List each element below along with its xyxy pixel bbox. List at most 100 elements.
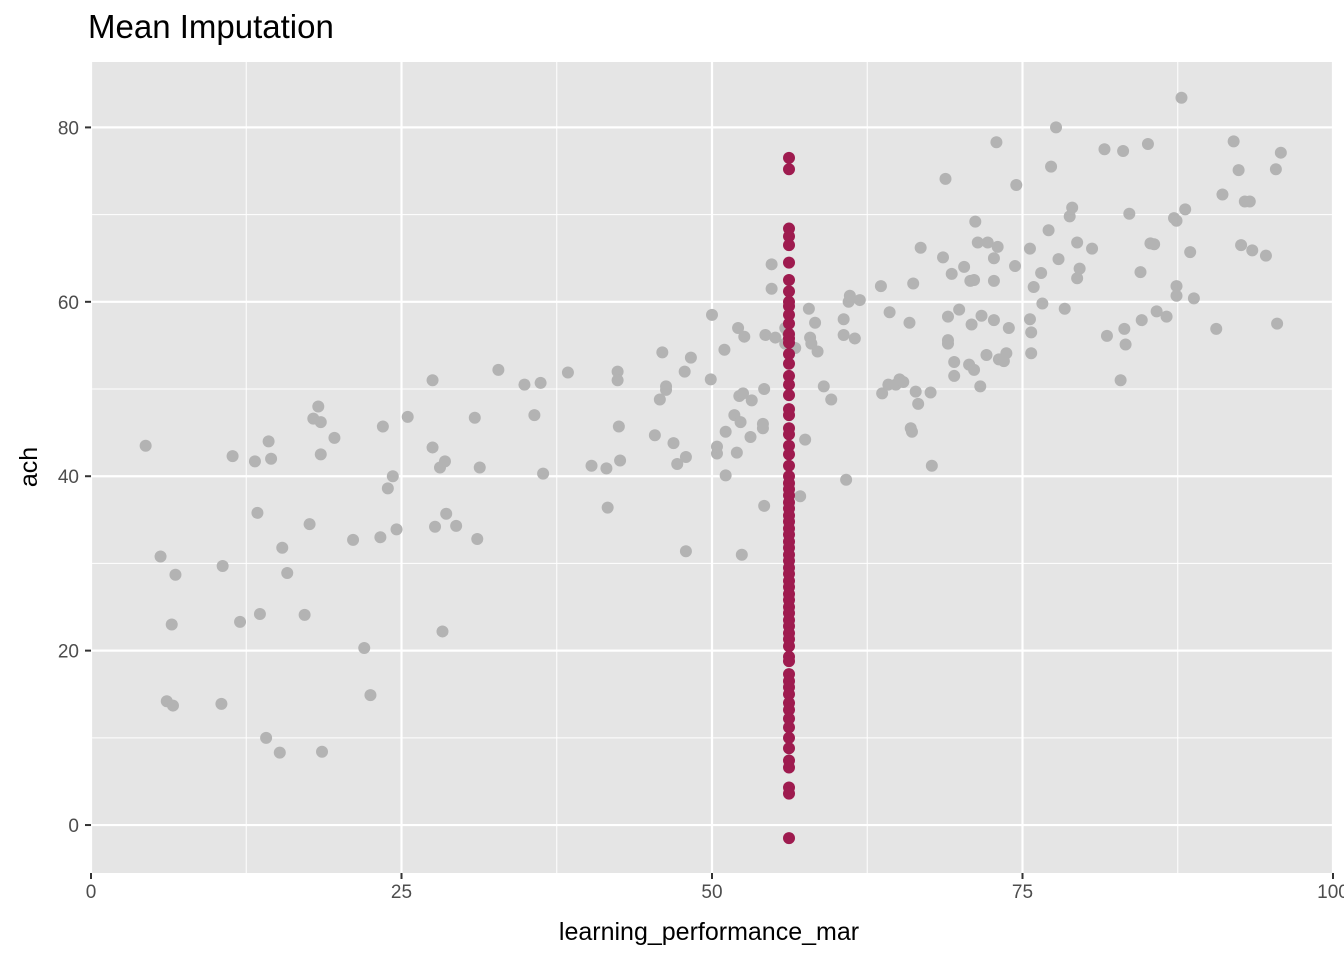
observed-point — [840, 473, 853, 486]
observed-point — [253, 608, 266, 621]
observed-point — [765, 258, 778, 271]
observed-point — [914, 241, 927, 254]
x-axis: 0 25 50 75 100 — [86, 873, 1344, 903]
observed-point — [600, 462, 613, 475]
imputed-point — [783, 787, 796, 800]
observed-point — [611, 374, 624, 387]
observed-point — [312, 400, 325, 413]
observed-point — [1269, 163, 1282, 176]
observed-point — [1117, 144, 1130, 157]
observed-point — [1045, 160, 1058, 173]
imputed-point — [783, 378, 796, 391]
observed-point — [215, 697, 228, 710]
imputed-point — [783, 239, 796, 252]
observed-point — [667, 437, 680, 450]
observed-point — [1246, 244, 1259, 257]
observed-point — [937, 251, 950, 264]
observed-point — [684, 351, 697, 364]
imputed-point — [783, 448, 796, 461]
observed-point — [1187, 292, 1200, 305]
imputed-point — [783, 336, 796, 349]
observed-point — [912, 397, 925, 410]
observed-point — [358, 642, 371, 655]
observed-point — [1114, 374, 1127, 387]
observed-point — [730, 446, 743, 459]
major-gridlines — [89, 62, 1335, 873]
observed-point — [436, 625, 449, 638]
imputed-point — [783, 655, 796, 668]
observed-point — [534, 376, 547, 389]
observed-point — [837, 328, 850, 341]
imputed-point — [783, 151, 796, 164]
observed-point — [876, 387, 889, 400]
observed-point — [1170, 289, 1183, 302]
imputed-point — [783, 308, 796, 321]
imputed-point — [783, 703, 796, 716]
observed-point — [450, 519, 463, 532]
observed-point — [1235, 239, 1248, 252]
observed-point — [612, 420, 625, 433]
observed-point — [429, 520, 442, 533]
imputed-point — [783, 274, 796, 287]
observed-point — [374, 531, 387, 544]
observed-point — [704, 373, 717, 386]
imputed-point — [783, 731, 796, 744]
observed-point — [248, 455, 261, 468]
observed-point — [376, 420, 389, 433]
observed-point — [1150, 305, 1163, 318]
observed-point — [765, 282, 778, 295]
observed-point — [440, 507, 453, 520]
observed-point — [298, 608, 311, 621]
observed-point — [799, 433, 812, 446]
imputed-point — [783, 439, 796, 452]
observed-point — [1227, 135, 1240, 148]
observed-point — [802, 302, 815, 315]
observed-point — [1170, 214, 1183, 227]
observed-point — [1058, 302, 1071, 315]
observed-point — [1036, 297, 1049, 310]
observed-point — [809, 316, 822, 329]
observed-point — [980, 349, 993, 362]
observed-point — [975, 309, 988, 322]
observed-point — [981, 236, 994, 249]
observed-point — [1023, 242, 1036, 255]
observed-point — [719, 469, 732, 482]
observed-point — [1119, 338, 1132, 351]
observed-point — [734, 416, 747, 429]
observed-point — [738, 330, 751, 343]
observed-point — [987, 252, 1000, 265]
observed-point — [1023, 313, 1036, 326]
observed-point — [1160, 310, 1173, 323]
observed-point — [1148, 238, 1161, 251]
x-tick-label: 0 — [86, 882, 97, 903]
observed-point — [1134, 266, 1147, 279]
observed-point — [381, 482, 394, 495]
observed-point — [941, 337, 954, 350]
imputed-point — [783, 369, 796, 382]
observed-point — [1025, 326, 1038, 339]
observed-point — [601, 501, 614, 514]
observed-point — [234, 615, 247, 628]
observed-point — [732, 321, 745, 334]
y-tick-label: 80 — [58, 118, 79, 139]
observed-point — [817, 380, 830, 393]
observed-point — [653, 393, 666, 406]
observed-point — [528, 409, 541, 422]
observed-point — [1184, 246, 1197, 259]
observed-point — [758, 499, 771, 512]
observed-point — [909, 385, 922, 398]
observed-point — [1175, 91, 1188, 104]
observed-point — [1170, 280, 1183, 293]
observed-point — [518, 378, 531, 391]
observed-point — [679, 545, 692, 558]
observed-point — [679, 451, 692, 464]
observed-point — [794, 490, 807, 503]
observed-point — [216, 560, 229, 573]
observed-point — [968, 274, 981, 287]
observed-point — [265, 452, 278, 465]
observed-point — [735, 548, 748, 561]
observed-point — [166, 699, 179, 712]
observed-point — [968, 363, 981, 376]
observed-point — [706, 308, 718, 321]
